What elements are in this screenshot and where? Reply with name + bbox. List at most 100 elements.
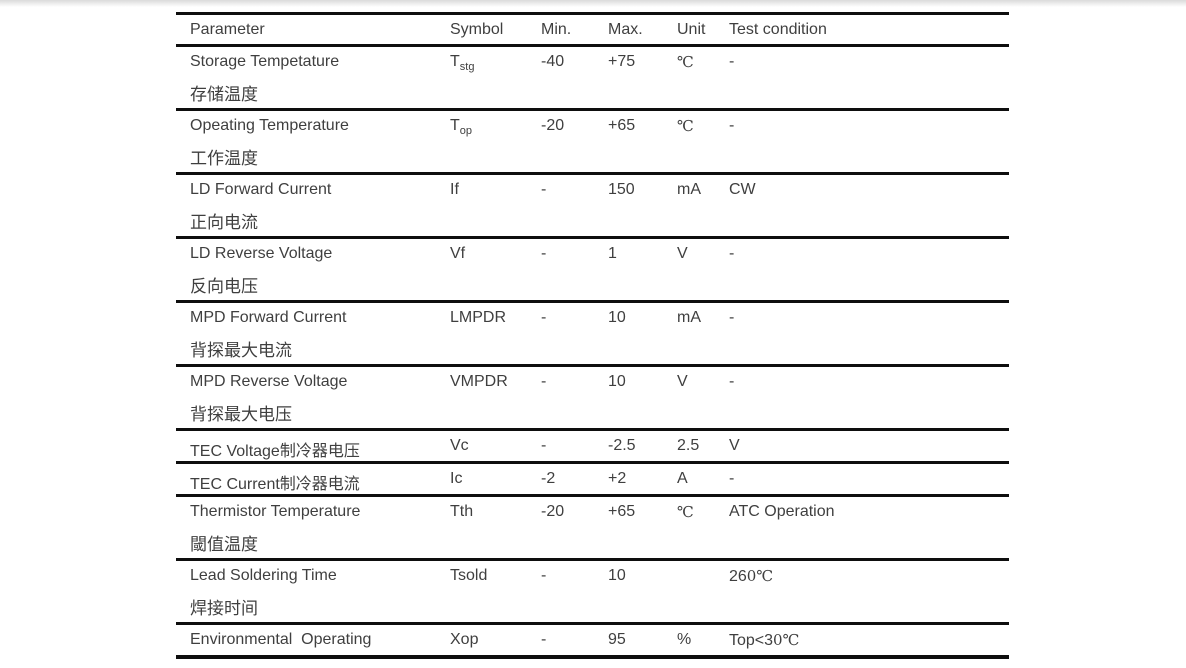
- unit-cell: ℃: [677, 46, 729, 110]
- parameter-cell: LD Reverse Voltage 反向电压: [176, 238, 450, 302]
- min-cell: -: [541, 560, 608, 624]
- symbol-base: T: [450, 117, 460, 134]
- test-condition-value-cjk: 0℃: [773, 631, 800, 649]
- parameter-name-en: TEC Voltage制冷器电压: [190, 443, 360, 460]
- max-value: 10: [608, 309, 626, 326]
- unit-cell: ℃: [677, 496, 729, 560]
- max-value: +75: [608, 53, 636, 70]
- symbol-base: Tth: [450, 503, 474, 520]
- column-header-parameter: Parameter: [190, 21, 265, 38]
- parameter-name-en: Environmental Operating: [190, 631, 372, 648]
- min-cell: -20: [541, 496, 608, 560]
- unit-cell: mA: [677, 302, 729, 366]
- min-value: -: [541, 567, 547, 584]
- unit-value: ℃: [677, 53, 694, 71]
- test-condition-value: -: [729, 373, 735, 390]
- symbol-cell: Xop: [450, 624, 541, 657]
- parameter-name-en: Opeating Temperature: [190, 117, 349, 134]
- max-value: 10: [608, 567, 626, 584]
- parameter-cell: Storage Tempetature 存储温度: [176, 46, 450, 110]
- max-cell: 1: [608, 238, 677, 302]
- max-cell: 10: [608, 302, 677, 366]
- parameter-cell: TEC Current制冷器电流: [176, 463, 450, 496]
- test-condition-cell: 260℃: [729, 560, 1009, 624]
- max-cell: +75: [608, 46, 677, 110]
- max-cell: +65: [608, 110, 677, 174]
- symbol-base: Ic: [450, 470, 463, 487]
- parameter-name-en: MPD Reverse Voltage: [190, 373, 348, 390]
- max-cell: -2.5: [608, 430, 677, 463]
- table-row: MPD Forward Current 背探最大电流 LMPDR - 10 mA…: [176, 302, 1009, 366]
- max-value: +65: [608, 503, 636, 520]
- table-row: Thermistor Temperature 閾值温度 Tth -20 +65 …: [176, 496, 1009, 560]
- min-value: -: [541, 309, 547, 326]
- symbol-base: Xop: [450, 631, 479, 648]
- min-value: -: [541, 437, 547, 454]
- min-value: -2: [541, 470, 556, 487]
- symbol-cell: VMPDR: [450, 366, 541, 430]
- symbol-subscript: op: [459, 125, 473, 138]
- min-cell: -20: [541, 110, 608, 174]
- min-value: -: [541, 631, 547, 648]
- maximum-ratings-table: Parameter Symbol Min. Max. Unit Test con…: [176, 12, 1009, 659]
- max-value: -2.5: [608, 437, 636, 454]
- max-cell: +2: [608, 463, 677, 496]
- unit-value: ℃: [677, 503, 694, 521]
- unit-value: mA: [677, 309, 701, 326]
- parameter-cell: MPD Reverse Voltage 背探最大电压: [176, 366, 450, 430]
- symbol-cell: Ic: [450, 463, 541, 496]
- parameter-name-zh: 閾值温度: [190, 535, 258, 555]
- unit-cell: [677, 560, 729, 624]
- test-condition-cell: -: [729, 302, 1009, 366]
- unit-cell: mA: [677, 174, 729, 238]
- max-value: 150: [608, 181, 635, 198]
- parameter-name-en: LD Reverse Voltage: [190, 245, 333, 262]
- test-condition-value: Top<3: [729, 632, 774, 649]
- min-cell: -: [541, 624, 608, 657]
- unit-cell: V: [677, 366, 729, 430]
- parameter-name-zh: 存储温度: [190, 85, 258, 105]
- min-value: -20: [541, 117, 565, 134]
- column-header-unit: Unit: [677, 21, 706, 38]
- parameter-name-zh: 反向电压: [190, 277, 258, 297]
- symbol-base: T: [450, 53, 460, 70]
- max-value: 1: [608, 245, 617, 262]
- test-condition-value: -: [729, 117, 735, 134]
- min-cell: -: [541, 174, 608, 238]
- max-value: 95: [608, 631, 626, 648]
- symbol-cell: Top: [450, 110, 541, 174]
- symbol-cell: Tstg: [450, 46, 541, 110]
- min-cell: -: [541, 366, 608, 430]
- test-condition-cell: -: [729, 238, 1009, 302]
- unit-value: mA: [677, 181, 701, 198]
- parameter-name-en: TEC Current制冷器电流: [190, 476, 360, 493]
- table-row: Storage Tempetature 存储温度 Tstg -40 +75 ℃ …: [176, 46, 1009, 110]
- test-condition-cell: -: [729, 366, 1009, 430]
- symbol-base: VMPDR: [450, 373, 508, 390]
- unit-cell: ℃: [677, 110, 729, 174]
- test-condition-cell: CW: [729, 174, 1009, 238]
- unit-value: %: [677, 631, 692, 648]
- test-condition-cell: ATC Operation: [729, 496, 1009, 560]
- symbol-subscript: stg: [459, 61, 475, 74]
- parameter-name-en: Thermistor Temperature: [190, 503, 361, 520]
- max-cell: 10: [608, 560, 677, 624]
- test-condition-value: -: [729, 53, 735, 70]
- table-row: LD Forward Current 正向电流 If - 150 mA CW: [176, 174, 1009, 238]
- table-row: TEC Current制冷器电流 Ic -2 +2 A -: [176, 463, 1009, 496]
- column-header-symbol: Symbol: [450, 21, 504, 38]
- test-condition-value: 26: [729, 568, 747, 585]
- parameter-name-zh: 焊接时间: [190, 599, 258, 619]
- min-value: -20: [541, 503, 565, 520]
- min-cell: -: [541, 302, 608, 366]
- test-condition-value: ATC Operation: [729, 503, 835, 520]
- parameter-cell: Thermistor Temperature 閾值温度: [176, 496, 450, 560]
- symbol-base: Vf: [450, 245, 466, 262]
- table-row: Lead Soldering Time 焊接时间 Tsold - 10 260℃: [176, 560, 1009, 624]
- test-condition-cell: -: [729, 463, 1009, 496]
- test-condition-value: CW: [729, 181, 756, 198]
- test-condition-value: -: [729, 470, 735, 487]
- min-cell: -: [541, 238, 608, 302]
- min-value: -: [541, 373, 547, 390]
